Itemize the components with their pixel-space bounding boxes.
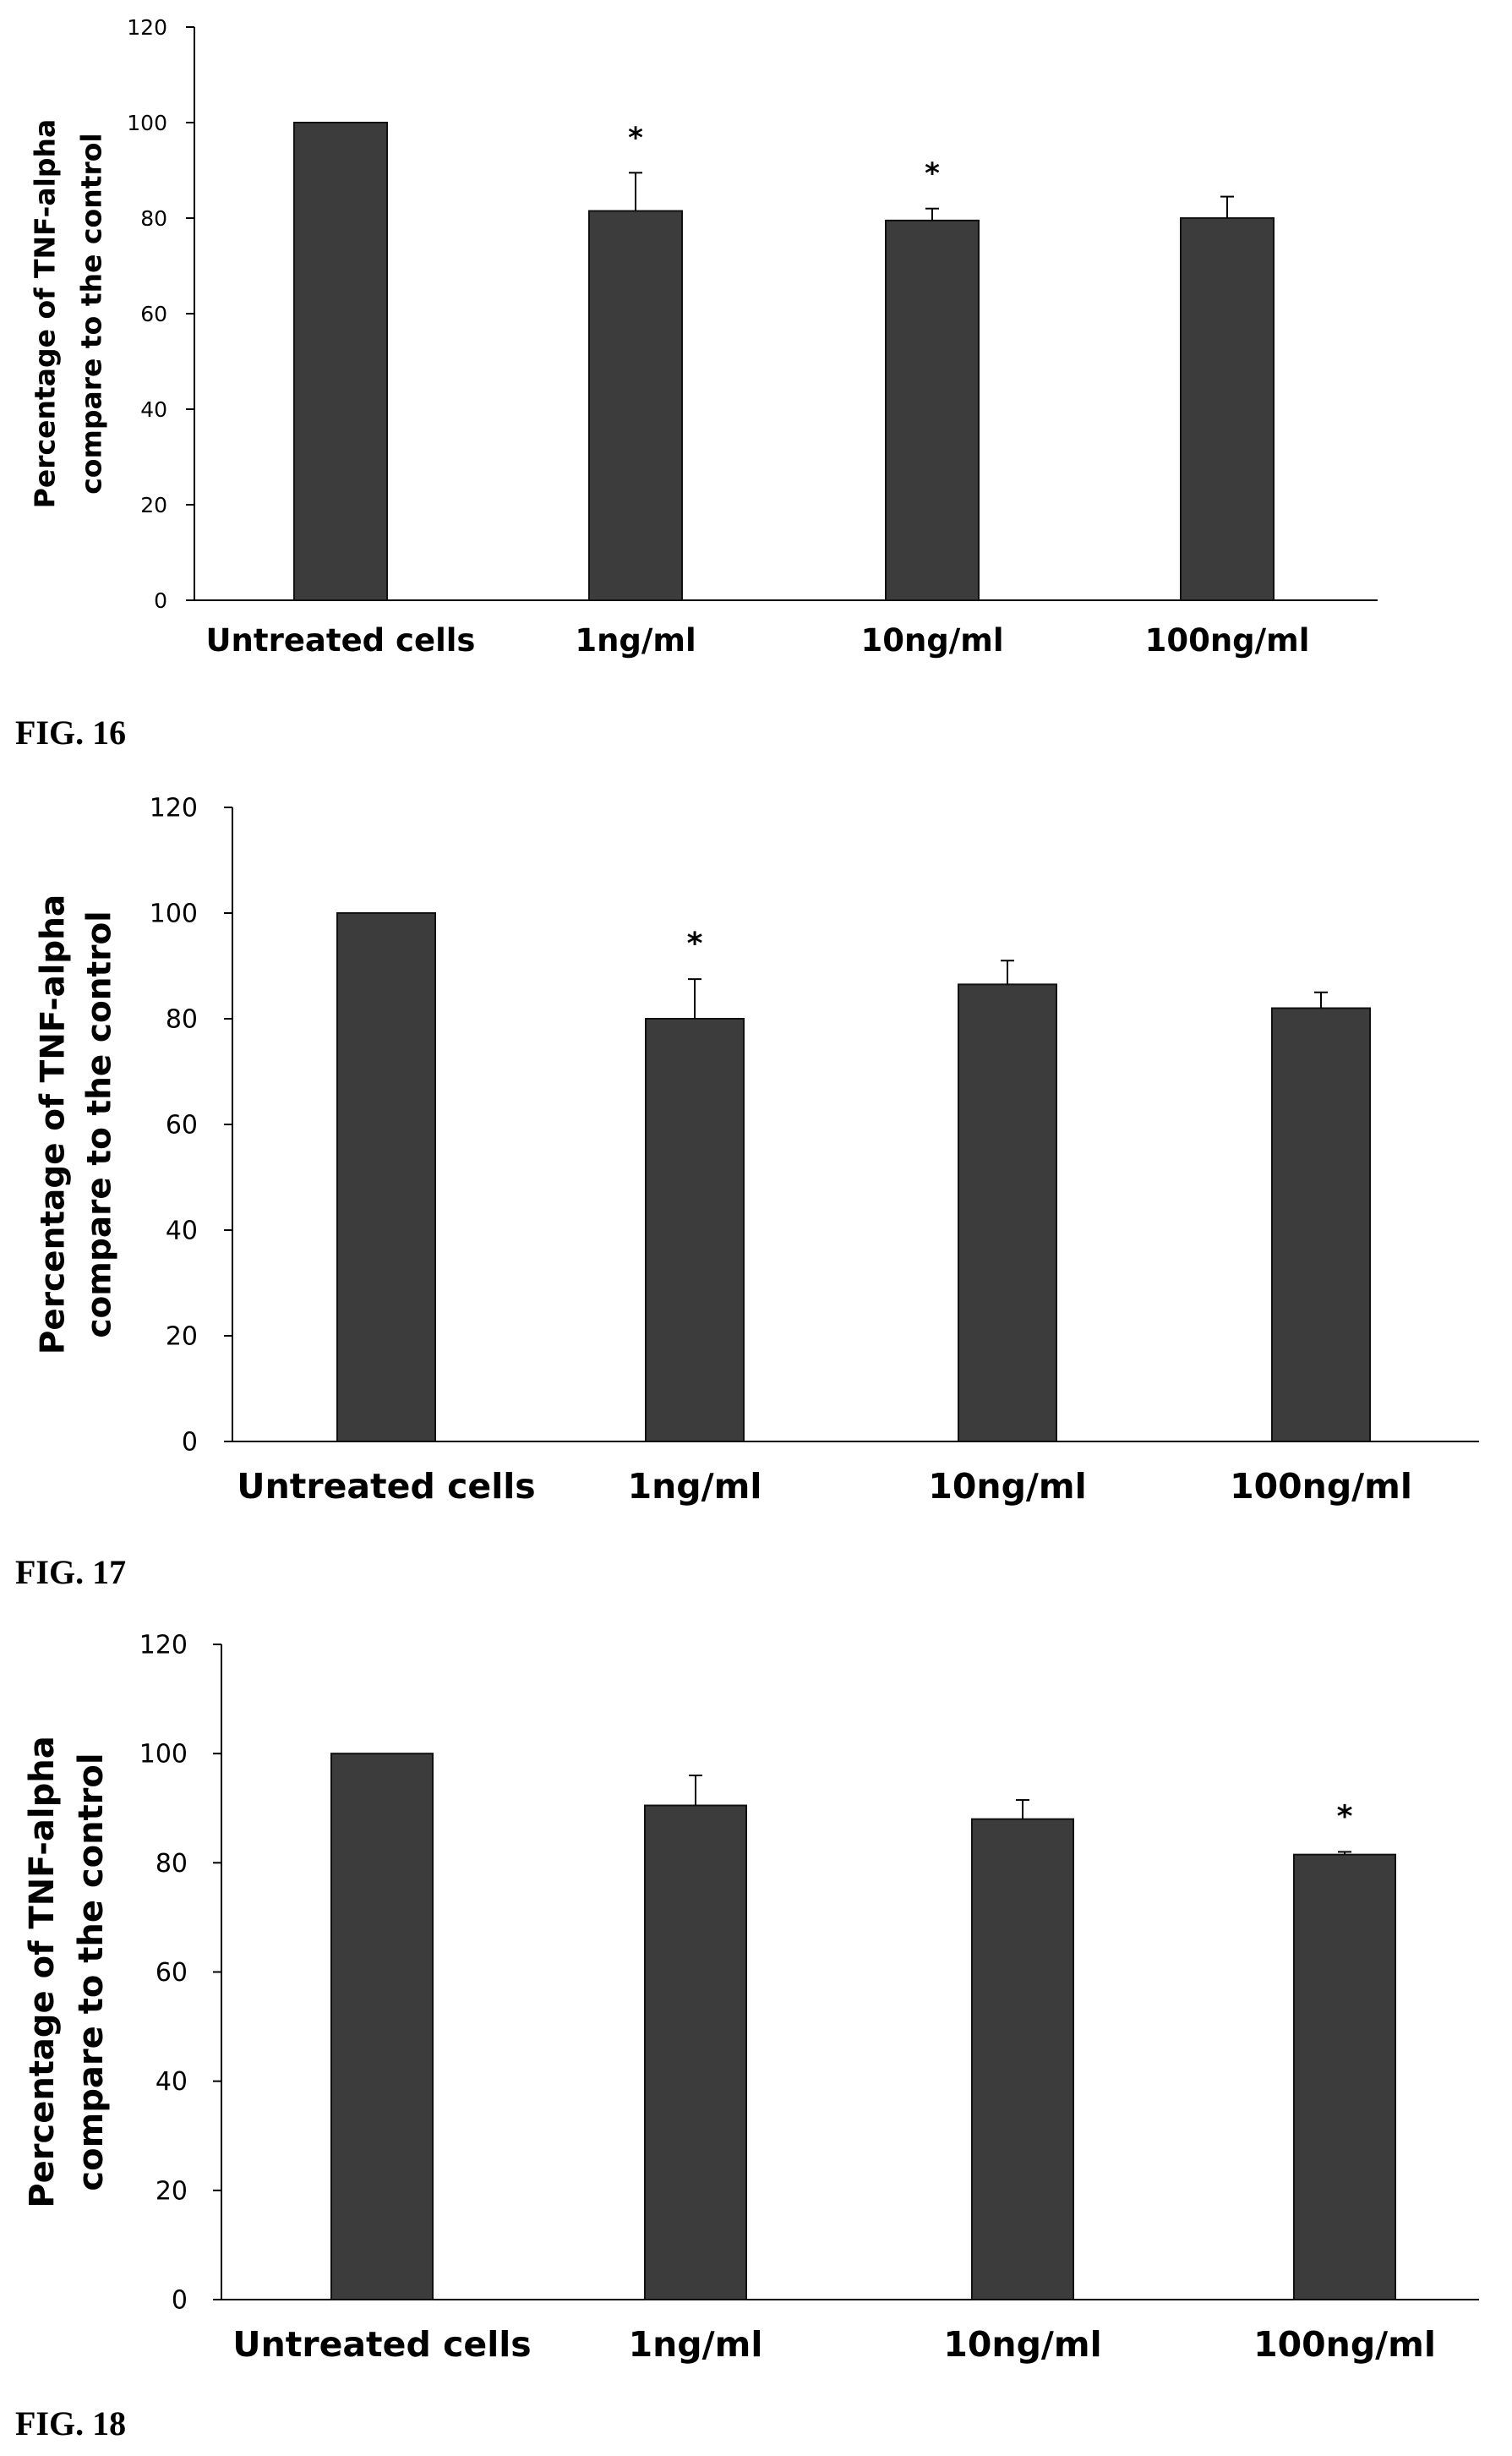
- y-axis-label: compare to the control: [81, 911, 119, 1337]
- category-label: 1ng/ml: [628, 1466, 762, 1507]
- y-tick-label: 100: [150, 900, 198, 929]
- y-tick-label: 20: [166, 1322, 198, 1352]
- bar: [336, 912, 436, 1442]
- y-tick-label: 20: [156, 2176, 188, 2206]
- category-label: 10ng/ml: [860, 622, 1003, 659]
- category-label: 100ng/ml: [1253, 2324, 1436, 2365]
- bar: [330, 1753, 434, 2301]
- significance-marker: *: [925, 157, 940, 191]
- y-tick-label: 80: [166, 1005, 198, 1035]
- bar: [1180, 217, 1275, 601]
- category-label: 1ng/ml: [629, 2324, 763, 2365]
- category-label: 1ng/ml: [575, 622, 696, 659]
- y-tick-label: 60: [140, 302, 167, 326]
- y-axis-label: compare to the control: [75, 133, 108, 495]
- category-label: Untreated cells: [232, 2324, 531, 2365]
- y-tick-label: 40: [166, 1217, 198, 1246]
- y-tick-label: 20: [140, 493, 167, 517]
- bar: [293, 122, 388, 601]
- y-tick-label: 100: [127, 111, 167, 135]
- y-axis-label: Percentage of TNF-alpha: [23, 1736, 62, 2207]
- significance-marker: *: [687, 927, 703, 961]
- significance-marker: *: [628, 121, 643, 155]
- y-axis-label: compare to the control: [72, 1753, 111, 2191]
- category-label: 100ng/ml: [1145, 622, 1310, 659]
- category-label: 10ng/ml: [928, 1466, 1086, 1507]
- y-tick-label: 60: [166, 1111, 198, 1140]
- bar: [645, 1018, 745, 1442]
- significance-marker: *: [1337, 1799, 1353, 1834]
- y-tick-label: 120: [127, 15, 167, 40]
- y-tick-label: 80: [140, 206, 167, 231]
- y-tick-label: 120: [150, 794, 198, 823]
- bar: [588, 210, 683, 601]
- y-tick-label: 60: [156, 1958, 188, 1988]
- figure-17-label: FIG. 17: [15, 1553, 126, 1591]
- category-label: Untreated cells: [206, 622, 476, 659]
- y-axis-label: Percentage of TNF-alpha: [35, 894, 73, 1354]
- y-tick-label: 40: [156, 2067, 188, 2097]
- y-tick-label: 100: [139, 1740, 188, 1770]
- y-axis-label: Percentage of TNF-alpha: [29, 119, 62, 509]
- bar: [1293, 1853, 1396, 2300]
- bar: [885, 219, 980, 601]
- figure-16-label: FIG. 16: [15, 714, 126, 752]
- bar: [958, 983, 1057, 1442]
- bar: [644, 1804, 747, 2300]
- figure-18-chart: 0 20 40 60 80 100 120 Percentage of TNF-alpha co…: [23, 1631, 1479, 2365]
- y-tick-label: 120: [139, 1631, 188, 1660]
- figure-18-label: FIG. 18: [15, 2404, 126, 2442]
- y-tick-label: 0: [172, 2286, 188, 2316]
- bar: [971, 1818, 1074, 2301]
- category-label: 10ng/ml: [943, 2324, 1101, 2365]
- figure-16-chart: 0 20 40 60 80 100 120 Percentage of TNF-alpha co…: [29, 15, 1378, 659]
- y-tick-label: 80: [156, 1849, 188, 1879]
- y-tick-label: 0: [154, 588, 167, 613]
- y-tick-label: 0: [182, 1428, 198, 1458]
- category-label: Untreated cells: [237, 1466, 535, 1507]
- bar: [1271, 1007, 1371, 1442]
- category-label: 100ng/ml: [1230, 1466, 1412, 1507]
- figure-17-chart: 0 20 40 60 80 100 120 Percentage of TNF-alpha co…: [35, 794, 1479, 1507]
- y-tick-label: 40: [140, 397, 167, 422]
